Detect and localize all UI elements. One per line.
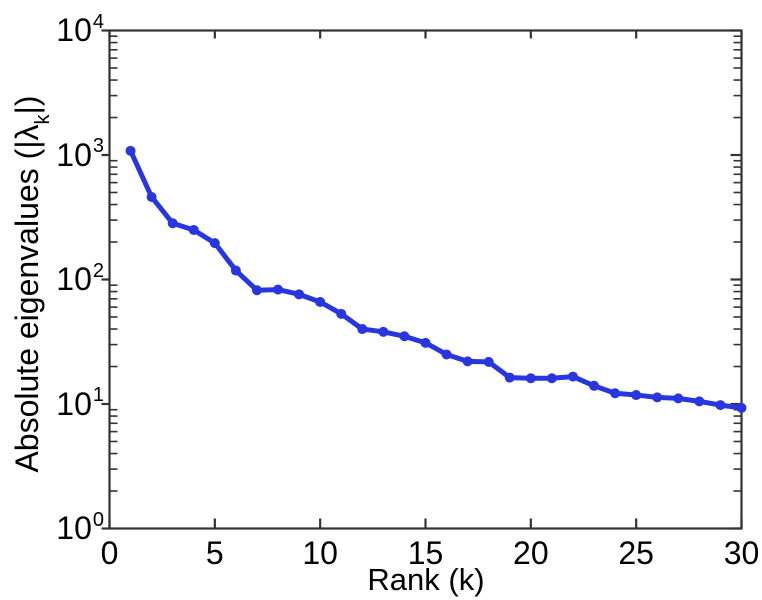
data-point [209,238,220,249]
data-point [567,371,578,382]
data-point [652,392,663,403]
data-point [420,337,431,348]
y-axis-label-suffix: |) [9,95,45,115]
data-point [462,356,473,367]
data-point [546,373,557,384]
data-point [694,396,705,407]
data-point [673,393,684,404]
data-point [715,400,726,411]
axes-frame [108,29,743,530]
data-line [128,148,744,411]
data-point [589,380,600,391]
data-point [631,390,642,401]
data-point [504,372,515,383]
y-axis-label: Absolute eigenvalues (|λk|) [4,4,54,564]
data-point [251,285,262,296]
x-axis-label: Rank (k) [367,562,485,597]
data-point [146,191,157,202]
data-point [315,296,326,307]
data-point [441,349,452,360]
data-point [188,224,199,235]
data-point [483,356,494,367]
y-axis-label-text: Absolute eigenvalues (|λ [9,124,45,473]
data-point [399,331,410,342]
data-point [125,145,136,156]
data-point [378,326,389,337]
data-point [357,324,368,335]
data-point [294,289,305,300]
data-point [736,402,747,413]
data-point [336,308,347,319]
data-point [230,265,241,276]
data-point [610,388,621,399]
data-point [273,284,284,295]
y-axis-label-subscript: k [31,114,54,125]
data-point [525,373,536,384]
data-point [167,218,178,229]
